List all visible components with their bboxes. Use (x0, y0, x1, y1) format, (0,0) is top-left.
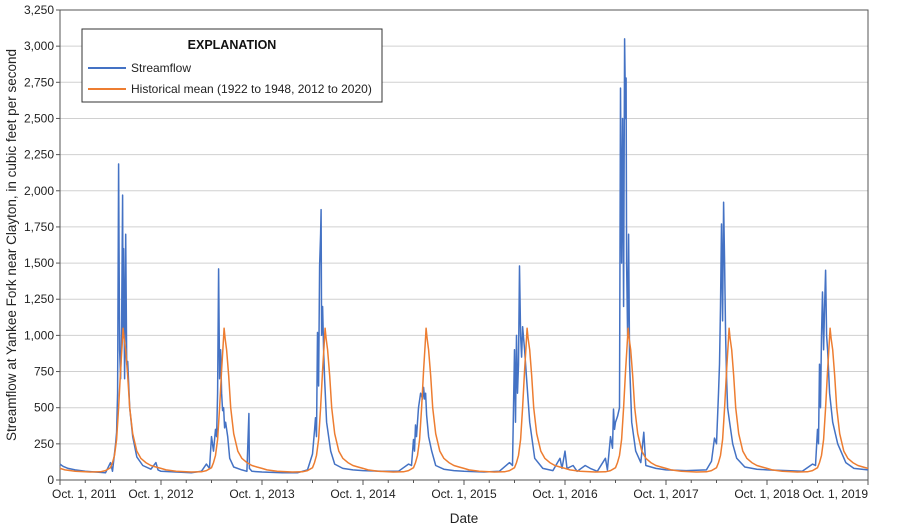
y-tick-label: 2,250 (24, 148, 54, 162)
x-tick-label: Oct. 1, 2018 (734, 487, 800, 501)
y-tick-label: 0 (47, 473, 54, 487)
legend-label-historical-mean: Historical mean (1922 to 1948, 2012 to 2… (131, 82, 372, 96)
gridlines (60, 45, 868, 445)
y-tick-label: 3,250 (24, 3, 54, 17)
y-tick-label: 1,250 (24, 292, 54, 306)
legend-box (81, 28, 383, 103)
x-axis-title: Date (450, 511, 479, 526)
y-tick-label: 3,000 (24, 39, 54, 53)
x-tick-label: Oct. 1, 2014 (330, 487, 396, 501)
x-axis-ticks: Oct. 1, 2011 Oct. 1, 2012 Oct. 1, 2013 Oct.… (52, 480, 869, 501)
series-layer (59, 38, 869, 474)
x-tick-label: Oct. 1, 2012 (128, 487, 194, 501)
y-tick-label: 2,000 (24, 184, 54, 198)
legend-label-streamflow: Streamflow (131, 61, 191, 75)
y-axis-ticks: 0 250 500 750 1,000 1,250 1,500 1,750 2,000 2,250… (24, 3, 60, 487)
legend: EXPLANATION Streamflow Historical mean (… (81, 28, 383, 103)
x-tick-label: Oct. 1, 2017 (633, 487, 699, 501)
x-tick-label: Oct. 1, 2011 (52, 487, 117, 501)
legend-title: EXPLANATION (188, 38, 277, 52)
y-tick-label: 250 (34, 437, 54, 451)
series-line-historical-mean-1922-to-1948-2012-to-2020 (59, 327, 869, 473)
y-tick-label: 2,750 (24, 75, 54, 89)
y-tick-label: 2,500 (24, 111, 54, 125)
y-axis-title: Streamflow at Yankee Fork near Clayton, … (4, 49, 19, 441)
x-tick-label: Oct. 1, 2013 (229, 487, 295, 501)
y-tick-label: 1,000 (24, 328, 54, 342)
y-tick-label: 500 (34, 401, 54, 415)
y-tick-label: 1,500 (24, 256, 54, 270)
y-tick-label: 750 (34, 365, 54, 379)
x-tick-label: Oct. 1, 2016 (532, 487, 598, 501)
x-tick-label: Oct. 1, 2015 (431, 487, 497, 501)
y-tick-label: 1,750 (24, 220, 54, 234)
x-tick-label: Oct. 1, 2019 (803, 487, 869, 501)
